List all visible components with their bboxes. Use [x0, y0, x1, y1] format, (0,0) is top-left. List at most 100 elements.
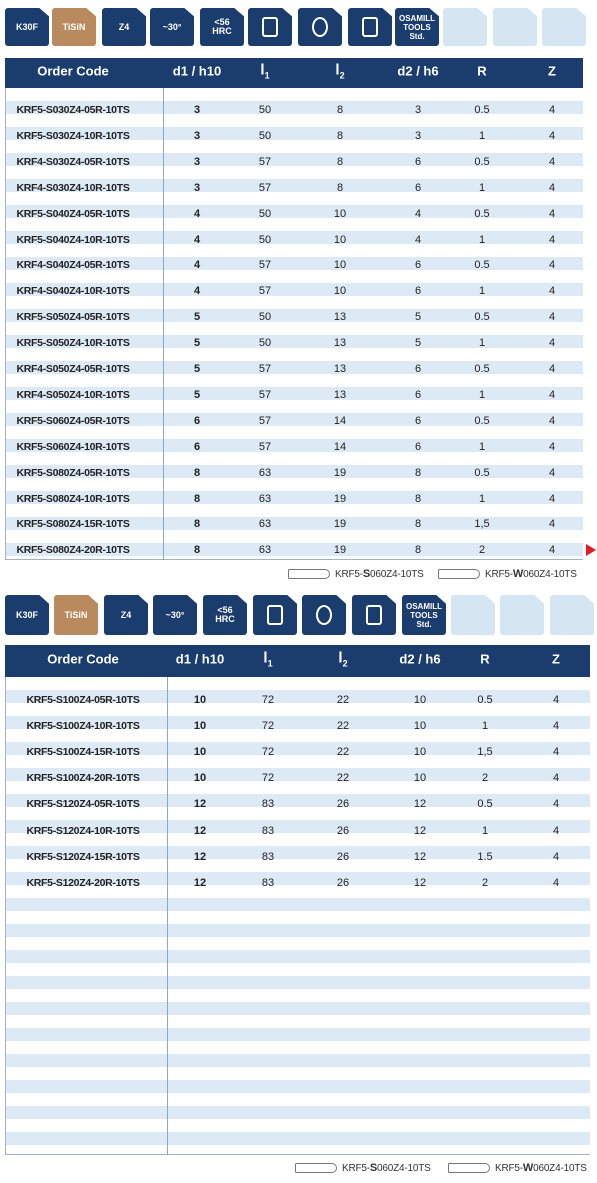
pictogram: [262, 17, 278, 37]
table-cell: 4: [548, 181, 556, 194]
icon-badge: [542, 8, 586, 46]
table-header: [5, 645, 590, 677]
table-cell: 4: [548, 544, 556, 557]
order-code: KRF5-S080Z4-15R-10TS: [16, 518, 130, 531]
order-code: KRF5-S030Z4-10R-10TS: [16, 129, 130, 142]
pictogram: [366, 605, 382, 625]
tool-outline: [438, 569, 480, 579]
icon-badge: [298, 8, 342, 46]
table-cell: 4: [548, 518, 556, 531]
icon-text: HRC: [215, 614, 235, 624]
table-cell: 0.5: [477, 798, 493, 811]
table-cell: 19: [333, 466, 347, 479]
icon-text: <56: [217, 605, 233, 615]
table-cell: 5: [193, 337, 201, 350]
icon-badge: TiSiN: [54, 595, 98, 635]
footer-code: KRF5-W060Z4-10TS: [495, 1162, 587, 1174]
table-cell: 2: [481, 876, 489, 889]
table-cell: 72: [261, 694, 275, 706]
pictogram: [362, 17, 378, 37]
table-cell: 4: [548, 311, 556, 324]
order-code: KRF5-S080Z4-05R-10TS: [16, 466, 130, 479]
order-code: KRF5-S080Z4-20R-10TS: [16, 544, 130, 557]
code-prefix: KRF5-: [495, 1163, 523, 1174]
table-cell: 1: [478, 129, 486, 142]
icon-badge: [493, 8, 537, 46]
table-cell: 1: [481, 824, 489, 837]
table-cell: 3: [414, 129, 422, 142]
column-divider: [167, 677, 168, 1155]
table-cell: 8: [336, 155, 344, 168]
order-code: KRF4-S030Z4-10R-10TS: [16, 181, 130, 194]
table-body: [5, 677, 590, 1155]
table-cell: 57: [258, 155, 272, 168]
pictogram: [312, 17, 328, 37]
table-cell: 63: [258, 518, 272, 531]
column-divider: [163, 88, 164, 560]
table-cell: 2: [478, 544, 486, 557]
order-code: KRF5-S060Z4-05R-10TS: [16, 414, 130, 427]
table-cell: 83: [261, 798, 275, 811]
table-cell: 12: [413, 824, 427, 837]
table-cell: 4: [548, 492, 556, 505]
header-cell: Order Code: [37, 63, 109, 79]
table-cell: 3: [414, 104, 422, 116]
table-cell: 10: [193, 720, 207, 733]
table-cell: 10: [193, 772, 207, 785]
tool-outline: [448, 1163, 490, 1173]
icon-badge: <56 HRC: [203, 595, 247, 635]
header-cell: d2 / h6: [399, 651, 441, 667]
icon-badge: Z4: [102, 8, 146, 46]
order-code: KRF5-S120Z4-20R-10TS: [26, 876, 140, 889]
order-code: KRF5-S100Z4-10R-10TS: [26, 720, 140, 733]
table-cell: 50: [258, 129, 272, 142]
table-cell: 50: [258, 311, 272, 324]
table-cell: 3: [193, 181, 201, 194]
icon-text: Z4: [118, 21, 130, 32]
icon-badge: TiSiN: [52, 8, 96, 46]
code-prefix: KRF5-: [342, 1163, 370, 1174]
table-cell: 1: [478, 337, 486, 350]
table-cell: 2: [481, 772, 489, 785]
table-cell: 4: [552, 746, 560, 759]
table-cell: 12: [413, 850, 427, 863]
table-cell: 1: [478, 388, 486, 401]
table-cell: 8: [414, 492, 422, 505]
icon-badge: OSAMILL TOOLS Std.: [395, 8, 439, 46]
header-cell: Z: [552, 651, 560, 667]
table-cell: 57: [258, 440, 272, 453]
header-cell: d1 / h10: [175, 651, 225, 667]
header-sub: 2: [339, 70, 345, 81]
header-cell: l2: [335, 62, 344, 81]
icon-text: ~30°: [165, 609, 185, 620]
table-cell: 3: [193, 129, 201, 142]
icon-badge: <56 HRC: [200, 8, 244, 46]
table-cell: 10: [193, 694, 207, 706]
table-cell: 4: [193, 233, 201, 246]
table-cell: 5: [193, 311, 201, 324]
order-code: KRF5-S100Z4-15R-10TS: [26, 746, 140, 759]
table-cell: 26: [336, 798, 350, 811]
order-code: KRF5-S040Z4-05R-10TS: [16, 207, 130, 220]
header-main: l: [335, 61, 340, 79]
table-cell: 6: [414, 414, 422, 427]
table-cell: 0.5: [474, 311, 490, 324]
table-cell: 1: [481, 720, 489, 733]
table-cell: 50: [258, 207, 272, 220]
table-cell: 0.5: [474, 414, 490, 427]
table-cell: 22: [336, 694, 350, 706]
table-cell: 13: [333, 388, 347, 401]
table-cell: 0.5: [477, 694, 493, 706]
table-cell: 12: [413, 798, 427, 811]
table-cell: 4: [414, 233, 422, 246]
table-cell: 4: [548, 363, 556, 375]
table-cell: 8: [336, 181, 344, 194]
table-cell: 4: [552, 720, 560, 733]
table-cell: 12: [413, 876, 427, 889]
icon-badge: K30F: [5, 595, 49, 635]
code-bold: W: [512, 568, 524, 580]
header-main: l: [263, 649, 268, 667]
pictogram: [267, 605, 283, 625]
icon-text: K30F: [15, 609, 38, 620]
icon-text: <56: [214, 17, 230, 27]
